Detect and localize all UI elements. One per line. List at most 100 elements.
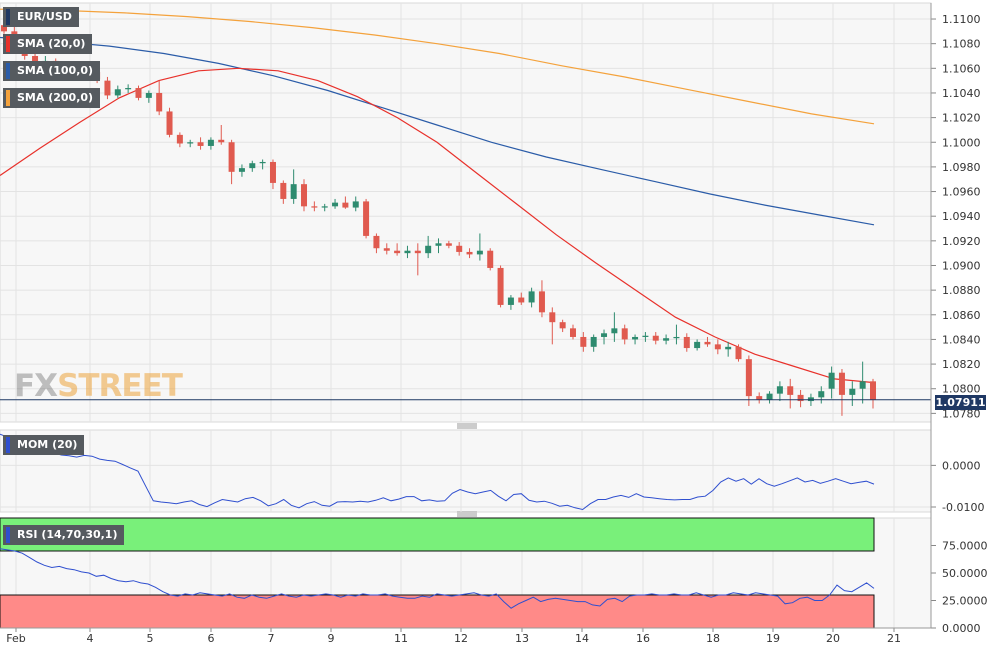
time-tick-label: 6: [208, 632, 215, 645]
candle-body: [569, 328, 576, 337]
price-tick-label: 1.0920: [942, 235, 981, 248]
candle-body: [104, 80, 111, 96]
legend-symbol[interactable]: EUR/USD: [3, 7, 79, 27]
candle-body: [766, 393, 773, 400]
candle-body: [301, 184, 308, 207]
candle-body: [197, 142, 204, 146]
rsi-line: [0, 548, 875, 609]
candle-body: [828, 372, 835, 389]
candle-body: [642, 335, 649, 337]
legend-sma20[interactable]: SMA (20,0): [3, 34, 93, 54]
mom-swatch: [6, 437, 10, 453]
rsi-swatch: [6, 527, 10, 543]
price-tick-label: 1.1000: [942, 136, 981, 149]
sma20-label: SMA (20,0): [17, 37, 86, 50]
candle-body: [135, 88, 142, 98]
candle-body: [663, 338, 670, 341]
candle-body: [538, 291, 545, 313]
price-tick-label: 1.1080: [942, 38, 981, 51]
candle-body: [425, 245, 432, 254]
price-tick-label: 1.0940: [942, 210, 981, 223]
candle-body: [311, 206, 318, 208]
price-tick-label: 1.0860: [942, 309, 981, 322]
candle-body: [363, 201, 370, 236]
time-tick-label: 7: [268, 632, 275, 645]
time-tick-label: 19: [766, 632, 780, 645]
candle-body: [249, 163, 256, 169]
price-tick-label: 1.0880: [942, 284, 981, 297]
sma200-label: SMA (200,0): [17, 91, 94, 104]
candle-body: [673, 336, 680, 339]
candle-body: [114, 89, 121, 96]
legend-sma200[interactable]: SMA (200,0): [3, 88, 101, 108]
candle-body: [621, 328, 628, 340]
candle-body: [290, 184, 297, 199]
price-panel-bg: [0, 2, 932, 423]
legend-mom[interactable]: MOM (20): [3, 435, 85, 455]
momentum-tick-label: -0.0100: [942, 501, 984, 514]
time-tick-label: 20: [826, 632, 840, 645]
candle-body: [818, 391, 825, 398]
candle-body: [218, 139, 225, 143]
price-tick-label: 1.0900: [942, 259, 981, 272]
rsi-tick-label: 75.0000: [942, 540, 988, 553]
price-tick-label: 1.0840: [942, 333, 981, 346]
candle-body: [704, 341, 711, 345]
candle-body: [797, 394, 804, 402]
candle-body: [269, 161, 276, 183]
price-tick-label: 1.0820: [942, 358, 981, 371]
rsi-overbought-zone: [0, 517, 875, 552]
sma20-swatch: [6, 36, 10, 52]
price-tick-label: 1.1040: [942, 87, 981, 100]
candle-body: [342, 202, 349, 208]
time-tick-label: 18: [706, 632, 720, 645]
candle-body: [838, 372, 845, 395]
rsi-tick-label: 0.0000: [942, 622, 981, 635]
candle-body: [466, 251, 473, 255]
candle-body: [383, 248, 390, 251]
candle-body: [414, 250, 421, 254]
time-tick-label: 9: [328, 632, 335, 645]
candle-body: [776, 386, 783, 394]
time-tick-label: 11: [394, 632, 408, 645]
candle-body: [528, 291, 535, 303]
time-tick-label: 4: [87, 632, 94, 645]
candle-body: [445, 243, 452, 246]
time-tick-label: 5: [147, 632, 154, 645]
candle-body: [580, 336, 587, 347]
time-tick-label: 21: [887, 632, 901, 645]
candle-body: [456, 245, 463, 252]
time-tick-label: Feb: [6, 632, 25, 645]
time-tick-label: 13: [515, 632, 529, 645]
price-tick-label: 1.1060: [942, 62, 981, 75]
momentum-tick-label: 0.0000: [942, 459, 981, 472]
sma100-swatch: [6, 63, 10, 79]
candle-body: [694, 341, 701, 349]
time-tick-label: 16: [636, 632, 650, 645]
candle-body: [870, 381, 876, 400]
rsi-tick-label: 25.0000: [942, 595, 988, 608]
legend-rsi[interactable]: RSI (14,70,30,1): [3, 525, 125, 545]
candle-body: [559, 322, 566, 329]
candle-body: [549, 312, 556, 323]
last-price-tag: 1.07911: [935, 395, 986, 410]
candle-body: [1, 25, 7, 32]
candle-body: [207, 139, 214, 146]
candle-body: [745, 359, 752, 397]
candle-body: [145, 92, 152, 98]
candle-body: [238, 168, 245, 172]
legend-sma100[interactable]: SMA (100,0): [3, 61, 101, 81]
candle-body: [352, 201, 359, 208]
sma200-line: [0, 8, 875, 125]
candle-body: [787, 386, 794, 395]
candle-body: [394, 250, 401, 254]
sma100-line: [0, 36, 875, 226]
candle-body: [714, 344, 721, 350]
sma100-label: SMA (100,0): [17, 64, 94, 77]
candle-body: [611, 328, 618, 334]
rsi-tick-label: 50.0000: [942, 567, 988, 580]
mom-label: MOM (20): [17, 438, 78, 451]
candle-body: [321, 206, 328, 208]
momentum-line: [0, 433, 875, 511]
candle-body: [590, 336, 597, 347]
